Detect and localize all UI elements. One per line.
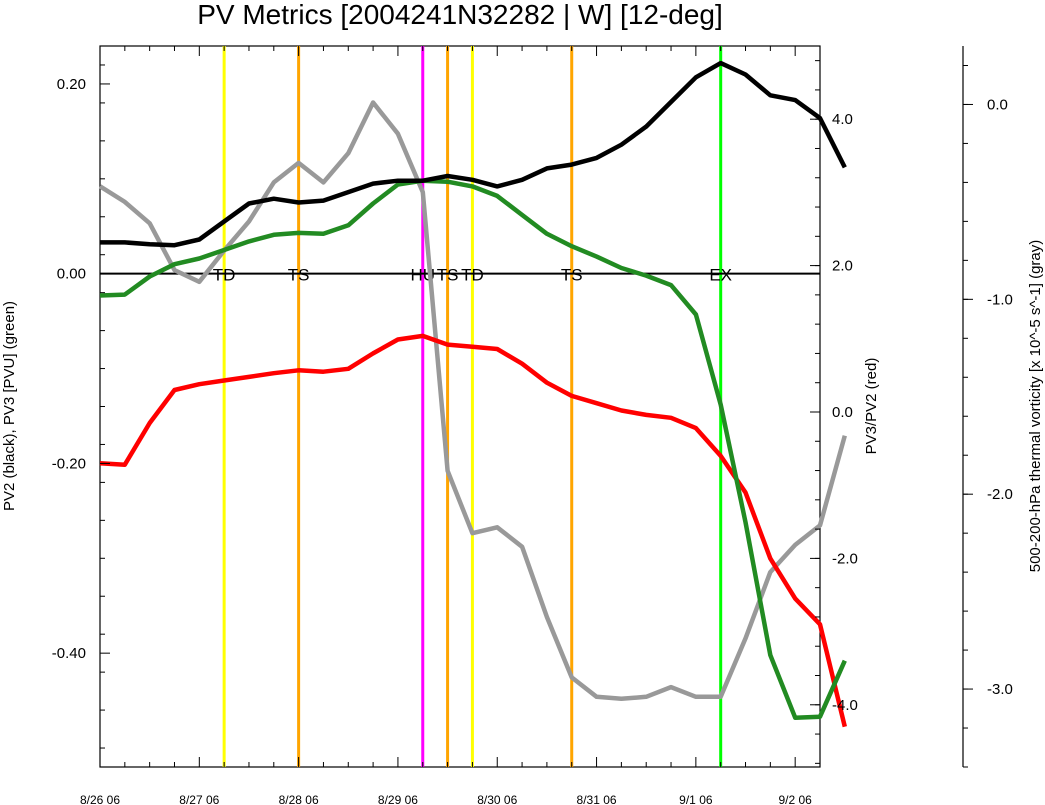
right2-tick-label: 0.0 [987, 96, 1008, 113]
right1-tick-label: -4.0 [832, 697, 858, 714]
right1-tick-label: 4.0 [832, 111, 853, 128]
left-tick-label: 0.20 [57, 76, 86, 93]
left-axis-title: PV2 (black), PV3 [PVU] (green) [1, 301, 18, 511]
right1-tick-label: 2.0 [832, 258, 853, 275]
series-group [98, 60, 847, 728]
series-line-pv2 [100, 60, 847, 248]
left-tick-label: -0.20 [52, 455, 86, 472]
x-tick-label: 8/29 06 [378, 793, 418, 805]
x-axis: 8/26 06 8/27 06 8/28 06 8/29 06 8/30 06 8/31 … [80, 46, 821, 805]
right-axis-pv-ratio: 4.0 2.0 0.0 -2.0 -4.0 [810, 60, 858, 764]
series-line-pv3-pv2 [99, 333, 847, 728]
right1-tick-label: -2.0 [832, 550, 858, 567]
event-label-ts: TS [561, 266, 583, 285]
x-tick-label: 8/31 06 [577, 793, 617, 805]
x-tick-label: 8/26 06 [80, 793, 120, 805]
x-tick-label: 9/1 06 [679, 793, 713, 805]
left-tick-label: -0.40 [52, 645, 86, 662]
x-tick-label: 8/28 06 [279, 793, 319, 805]
x-tick-label: 8/30 06 [477, 793, 517, 805]
left-axis: 0.20 0.00 -0.20 -0.40 [52, 64, 110, 749]
right2-tick-label: -1.0 [987, 291, 1013, 308]
right-axis-thermal-vorticity: 0.0 -1.0 -2.0 -3.0 [962, 46, 1013, 768]
chart-title: PV Metrics [2004241N32282 | W] [12-deg] [197, 0, 723, 30]
right1-tick-label: 0.0 [832, 404, 853, 421]
plot-frame [99, 45, 821, 768]
x-tick-label: 8/27 06 [179, 793, 219, 805]
right2-tick-label: -3.0 [987, 681, 1013, 698]
event-label-ts: TS [288, 266, 310, 285]
left-tick-label: 0.00 [57, 266, 86, 283]
series-line-pv3 [99, 178, 847, 720]
event-label-td: TD [461, 266, 484, 285]
right1-axis-title: PV3/PV2 (red) [863, 358, 880, 455]
right2-axis-title: 500-200-hPa thermal vorticity [x 10^-5 s… [1027, 240, 1044, 573]
event-label-ts: TS [437, 266, 459, 285]
right2-tick-label: -2.0 [987, 486, 1013, 503]
event-label-td: TD [213, 266, 236, 285]
event-lines-group [222, 46, 723, 767]
x-tick-label: 9/2 06 [778, 793, 812, 805]
event-label-ex: EX [709, 266, 732, 285]
event-labels-group: TD TS HU TS TD TS EX [213, 266, 732, 285]
